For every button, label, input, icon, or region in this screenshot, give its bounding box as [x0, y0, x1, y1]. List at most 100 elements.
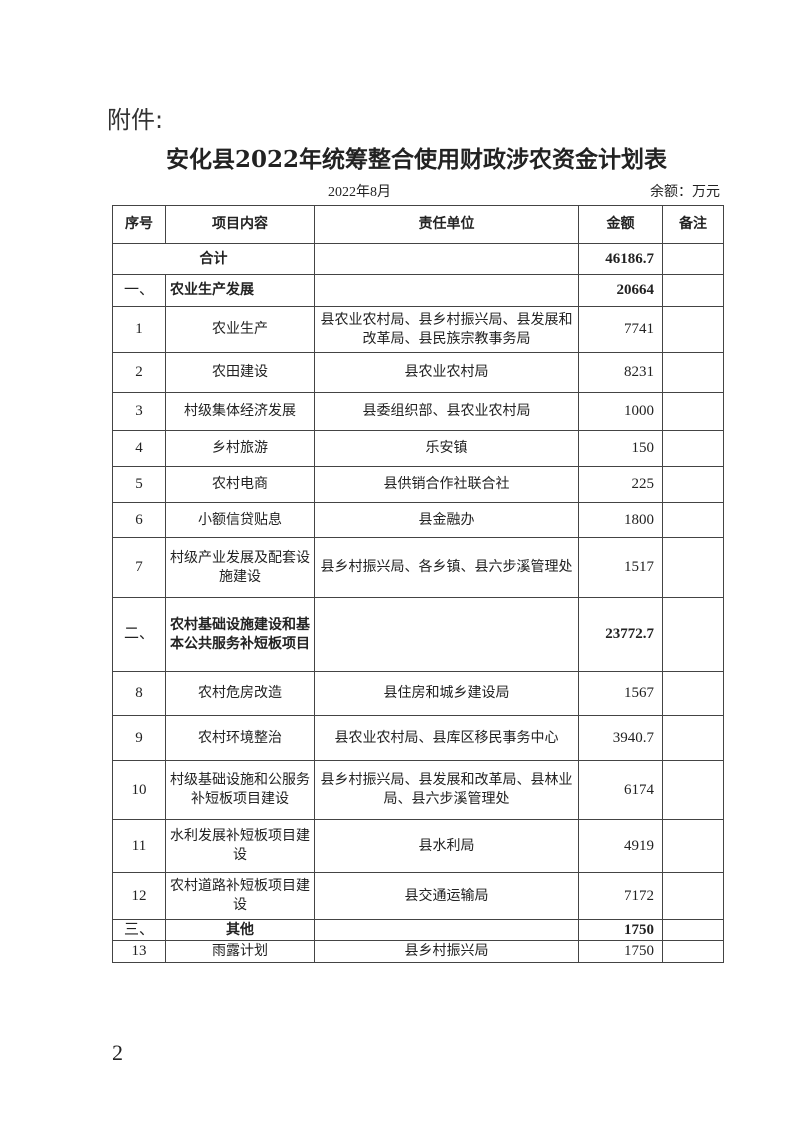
- row-seq: 11: [112, 819, 166, 873]
- row-item: 农田建设: [165, 352, 315, 393]
- row-remark: [662, 392, 724, 431]
- header-unit: 责任单位: [314, 205, 579, 244]
- header-seq: 序号: [112, 205, 166, 244]
- row-seq: 7: [112, 537, 166, 598]
- section-remark: [662, 597, 724, 672]
- row-item: 村级基础设施和公服务补短板项目建设: [165, 760, 315, 820]
- row-amount: 1800: [578, 502, 663, 538]
- row-amount: 225: [578, 466, 663, 503]
- section-remark: [662, 918, 724, 942]
- row-amount: 3940.7: [578, 715, 663, 761]
- section-amount: 23772.7: [578, 597, 663, 672]
- table-header-row: 序号 项目内容 责任单位 金额 备注: [112, 205, 724, 244]
- document-date: 2022年8月: [328, 185, 391, 200]
- total-unit: [314, 243, 579, 275]
- row-unit: 县委组织部、县农业农村局: [314, 392, 579, 431]
- row-amount: 1567: [578, 671, 663, 716]
- row-seq: 4: [112, 430, 166, 467]
- funding-plan-table: 序号 项目内容 责任单位 金额 备注 合计 46186.7 一、 农业生产发展 20…: [112, 205, 724, 963]
- table-row: 8 农村危房改造 县住房和城乡建设局 1567: [112, 671, 724, 716]
- row-item: 乡村旅游: [165, 430, 315, 467]
- row-amount: 1750: [578, 940, 663, 963]
- row-amount: 1517: [578, 537, 663, 598]
- row-item: 农村道路补短板项目建设: [165, 872, 315, 920]
- row-amount: 6174: [578, 760, 663, 820]
- row-remark: [662, 940, 724, 963]
- row-unit: 县乡村振兴局、县发展和改革局、县林业局、县六步溪管理处: [314, 760, 579, 820]
- row-seq: 10: [112, 760, 166, 820]
- row-item: 农村危房改造: [165, 671, 315, 716]
- row-item: 水利发展补短板项目建设: [165, 819, 315, 873]
- section-seq: 一、: [112, 274, 166, 307]
- row-unit: 县农业农村局、县乡村振兴局、县发展和改革局、县民族宗教事务局: [314, 306, 579, 353]
- row-amount: 7741: [578, 306, 663, 353]
- section-amount: 1750: [578, 918, 663, 942]
- row-amount: 150: [578, 430, 663, 467]
- row-unit: 乐安镇: [314, 430, 579, 467]
- table-row: 1 农业生产 县农业农村局、县乡村振兴局、县发展和改革局、县民族宗教事务局 7741: [112, 306, 724, 353]
- section-name: 农业生产发展: [165, 274, 315, 307]
- total-remark: [662, 243, 724, 275]
- header-amount: 金额: [578, 205, 663, 244]
- row-item: 农业生产: [165, 306, 315, 353]
- page-number: 2: [112, 1040, 123, 1065]
- table-row: 12 农村道路补短板项目建设 县交通运输局 7172: [112, 872, 724, 920]
- row-item: 农村电商: [165, 466, 315, 503]
- section-seq: 三、: [112, 918, 166, 942]
- row-item: 小额信贷贴息: [165, 502, 315, 538]
- section-seq: 二、: [112, 597, 166, 672]
- document-title: 安化县2022年统筹整合使用财政涉农资金计划表: [165, 146, 667, 173]
- row-item: 雨露计划: [165, 940, 315, 963]
- section-remark: [662, 274, 724, 307]
- row-unit: 县乡村振兴局、各乡镇、县六步溪管理处: [314, 537, 579, 598]
- row-unit: 县交通运输局: [314, 872, 579, 920]
- row-remark: [662, 306, 724, 353]
- row-remark: [662, 760, 724, 820]
- row-seq: 13: [112, 940, 166, 963]
- row-amount: 4919: [578, 819, 663, 873]
- table-row: 10 村级基础设施和公服务补短板项目建设 县乡村振兴局、县发展和改革局、县林业局、县…: [112, 760, 724, 820]
- attachment-label: 附件:: [107, 106, 164, 134]
- row-amount: 1000: [578, 392, 663, 431]
- total-amount: 46186.7: [578, 243, 663, 275]
- row-seq: 6: [112, 502, 166, 538]
- row-unit: 县水利局: [314, 819, 579, 873]
- row-unit: 县乡村振兴局: [314, 940, 579, 963]
- total-label: 合计: [112, 243, 315, 275]
- table-row: 13 雨露计划 县乡村振兴局 1750: [112, 940, 724, 963]
- row-item: 村级产业发展及配套设施建设: [165, 537, 315, 598]
- row-amount: 7172: [578, 872, 663, 920]
- section-name: 农村基础设施建设和基本公共服务补短板项目: [165, 597, 315, 672]
- section-unit: [314, 597, 579, 672]
- table-row: 9 农村环境整治 县农业农村局、县库区移民事务中心 3940.7: [112, 715, 724, 761]
- row-seq: 1: [112, 306, 166, 353]
- row-unit: 县农业农村局、县库区移民事务中心: [314, 715, 579, 761]
- header-remark: 备注: [662, 205, 724, 244]
- row-amount: 8231: [578, 352, 663, 393]
- row-remark: [662, 430, 724, 467]
- unit-label: 余额：万元: [650, 184, 720, 200]
- row-seq: 2: [112, 352, 166, 393]
- row-remark: [662, 466, 724, 503]
- row-seq: 8: [112, 671, 166, 716]
- table-row: 5 农村电商 县供销合作社联合社 225: [112, 466, 724, 503]
- table-row: 3 村级集体经济发展 县委组织部、县农业农村局 1000: [112, 392, 724, 431]
- table-row: 2 农田建设 县农业农村局 8231: [112, 352, 724, 393]
- row-item: 农村环境整治: [165, 715, 315, 761]
- row-seq: 12: [112, 872, 166, 920]
- row-seq: 9: [112, 715, 166, 761]
- header-item: 项目内容: [165, 205, 315, 244]
- row-remark: [662, 715, 724, 761]
- row-unit: 县住房和城乡建设局: [314, 671, 579, 716]
- row-seq: 3: [112, 392, 166, 431]
- table-row: 4 乡村旅游 乐安镇 150: [112, 430, 724, 467]
- table-row: 7 村级产业发展及配套设施建设 县乡村振兴局、各乡镇、县六步溪管理处 1517: [112, 537, 724, 598]
- section-row: 三、 其他 1750: [112, 918, 724, 942]
- section-row: 一、 农业生产发展 20664: [112, 274, 724, 307]
- row-remark: [662, 537, 724, 598]
- row-unit: 县金融办: [314, 502, 579, 538]
- table-row: 11 水利发展补短板项目建设 县水利局 4919: [112, 819, 724, 873]
- section-amount: 20664: [578, 274, 663, 307]
- row-remark: [662, 671, 724, 716]
- row-remark: [662, 872, 724, 920]
